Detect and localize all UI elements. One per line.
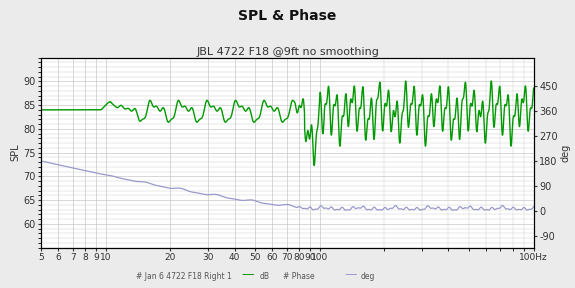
Text: —: — — [241, 268, 254, 281]
Text: # Phase: # Phase — [283, 272, 315, 281]
Text: SPL & Phase: SPL & Phase — [238, 9, 337, 23]
Text: deg: deg — [361, 272, 375, 281]
Text: dB: dB — [259, 272, 270, 281]
Text: # Jan 6 4722 F18 Right 1: # Jan 6 4722 F18 Right 1 — [136, 272, 232, 281]
Y-axis label: SPL: SPL — [10, 144, 21, 162]
Y-axis label: deg: deg — [561, 143, 570, 162]
Text: —: — — [344, 268, 357, 281]
Title: JBL 4722 F18 @9ft no smoothing: JBL 4722 F18 @9ft no smoothing — [196, 47, 379, 57]
